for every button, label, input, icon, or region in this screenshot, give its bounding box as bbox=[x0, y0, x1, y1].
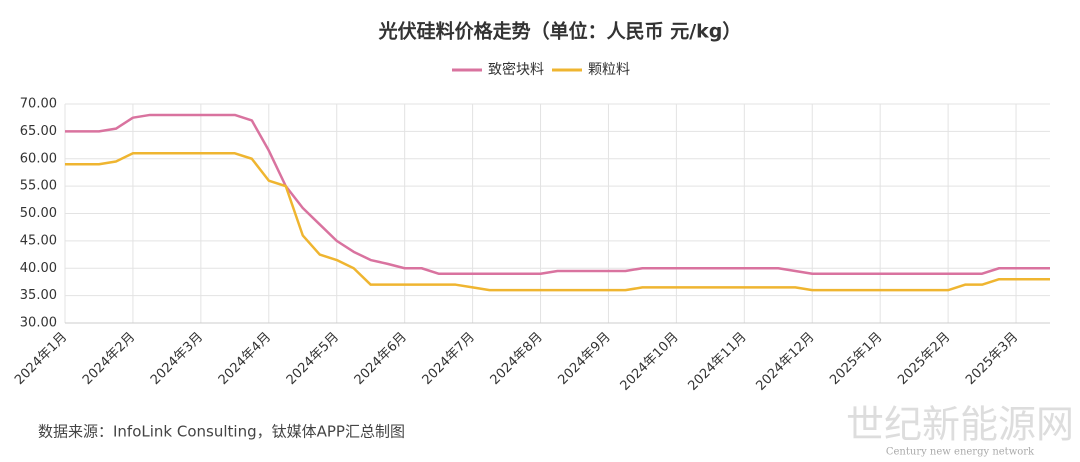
y-tick-label: 35.00 bbox=[20, 288, 57, 303]
series-line bbox=[65, 113, 1050, 275]
y-tick-label: 40.00 bbox=[20, 261, 57, 276]
x-tick-label: 2025年3月 bbox=[963, 330, 1021, 388]
x-tick-label: 2024年4月 bbox=[216, 330, 274, 388]
legend-label: 致密块料 bbox=[488, 61, 544, 78]
chart-title: 光伏硅料价格走势（单位：人民币 元/kg） bbox=[378, 20, 742, 43]
y-tick-label: 70.00 bbox=[20, 97, 57, 112]
x-tick-label: 2025年2月 bbox=[895, 330, 953, 388]
watermark: 世纪新能源网 bbox=[846, 403, 1074, 447]
legend-label: 颗粒料 bbox=[588, 62, 630, 78]
x-tick-label: 2024年1月 bbox=[12, 330, 70, 388]
y-tick-label: 60.00 bbox=[20, 151, 57, 166]
x-tick-label: 2024年9月 bbox=[556, 330, 614, 388]
source-note: 数据来源：InfoLink Consulting，钛媒体APP汇总制图 bbox=[38, 423, 405, 441]
y-tick-label: 65.00 bbox=[20, 124, 57, 139]
x-tick-label: 2024年10月 bbox=[618, 330, 682, 394]
y-tick-label: 30.00 bbox=[20, 316, 57, 331]
x-tick-label: 2024年12月 bbox=[753, 330, 817, 394]
x-tick-label: 2024年5月 bbox=[284, 330, 342, 388]
x-tick-label: 2024年7月 bbox=[420, 330, 478, 388]
y-tick-label: 55.00 bbox=[20, 179, 57, 194]
x-tick-label: 2024年8月 bbox=[488, 330, 546, 388]
series-line bbox=[65, 152, 1050, 292]
x-tick-label: 2024年6月 bbox=[352, 330, 410, 388]
x-tick-label: 2024年2月 bbox=[80, 330, 138, 388]
watermark-sub: Century new energy network bbox=[886, 447, 1035, 458]
x-tick-label: 2024年3月 bbox=[148, 330, 206, 388]
y-tick-label: 45.00 bbox=[20, 233, 57, 248]
y-tick-label: 50.00 bbox=[20, 206, 57, 221]
x-tick-label: 2024年11月 bbox=[686, 330, 750, 394]
x-tick-label: 2025年1月 bbox=[827, 330, 885, 388]
